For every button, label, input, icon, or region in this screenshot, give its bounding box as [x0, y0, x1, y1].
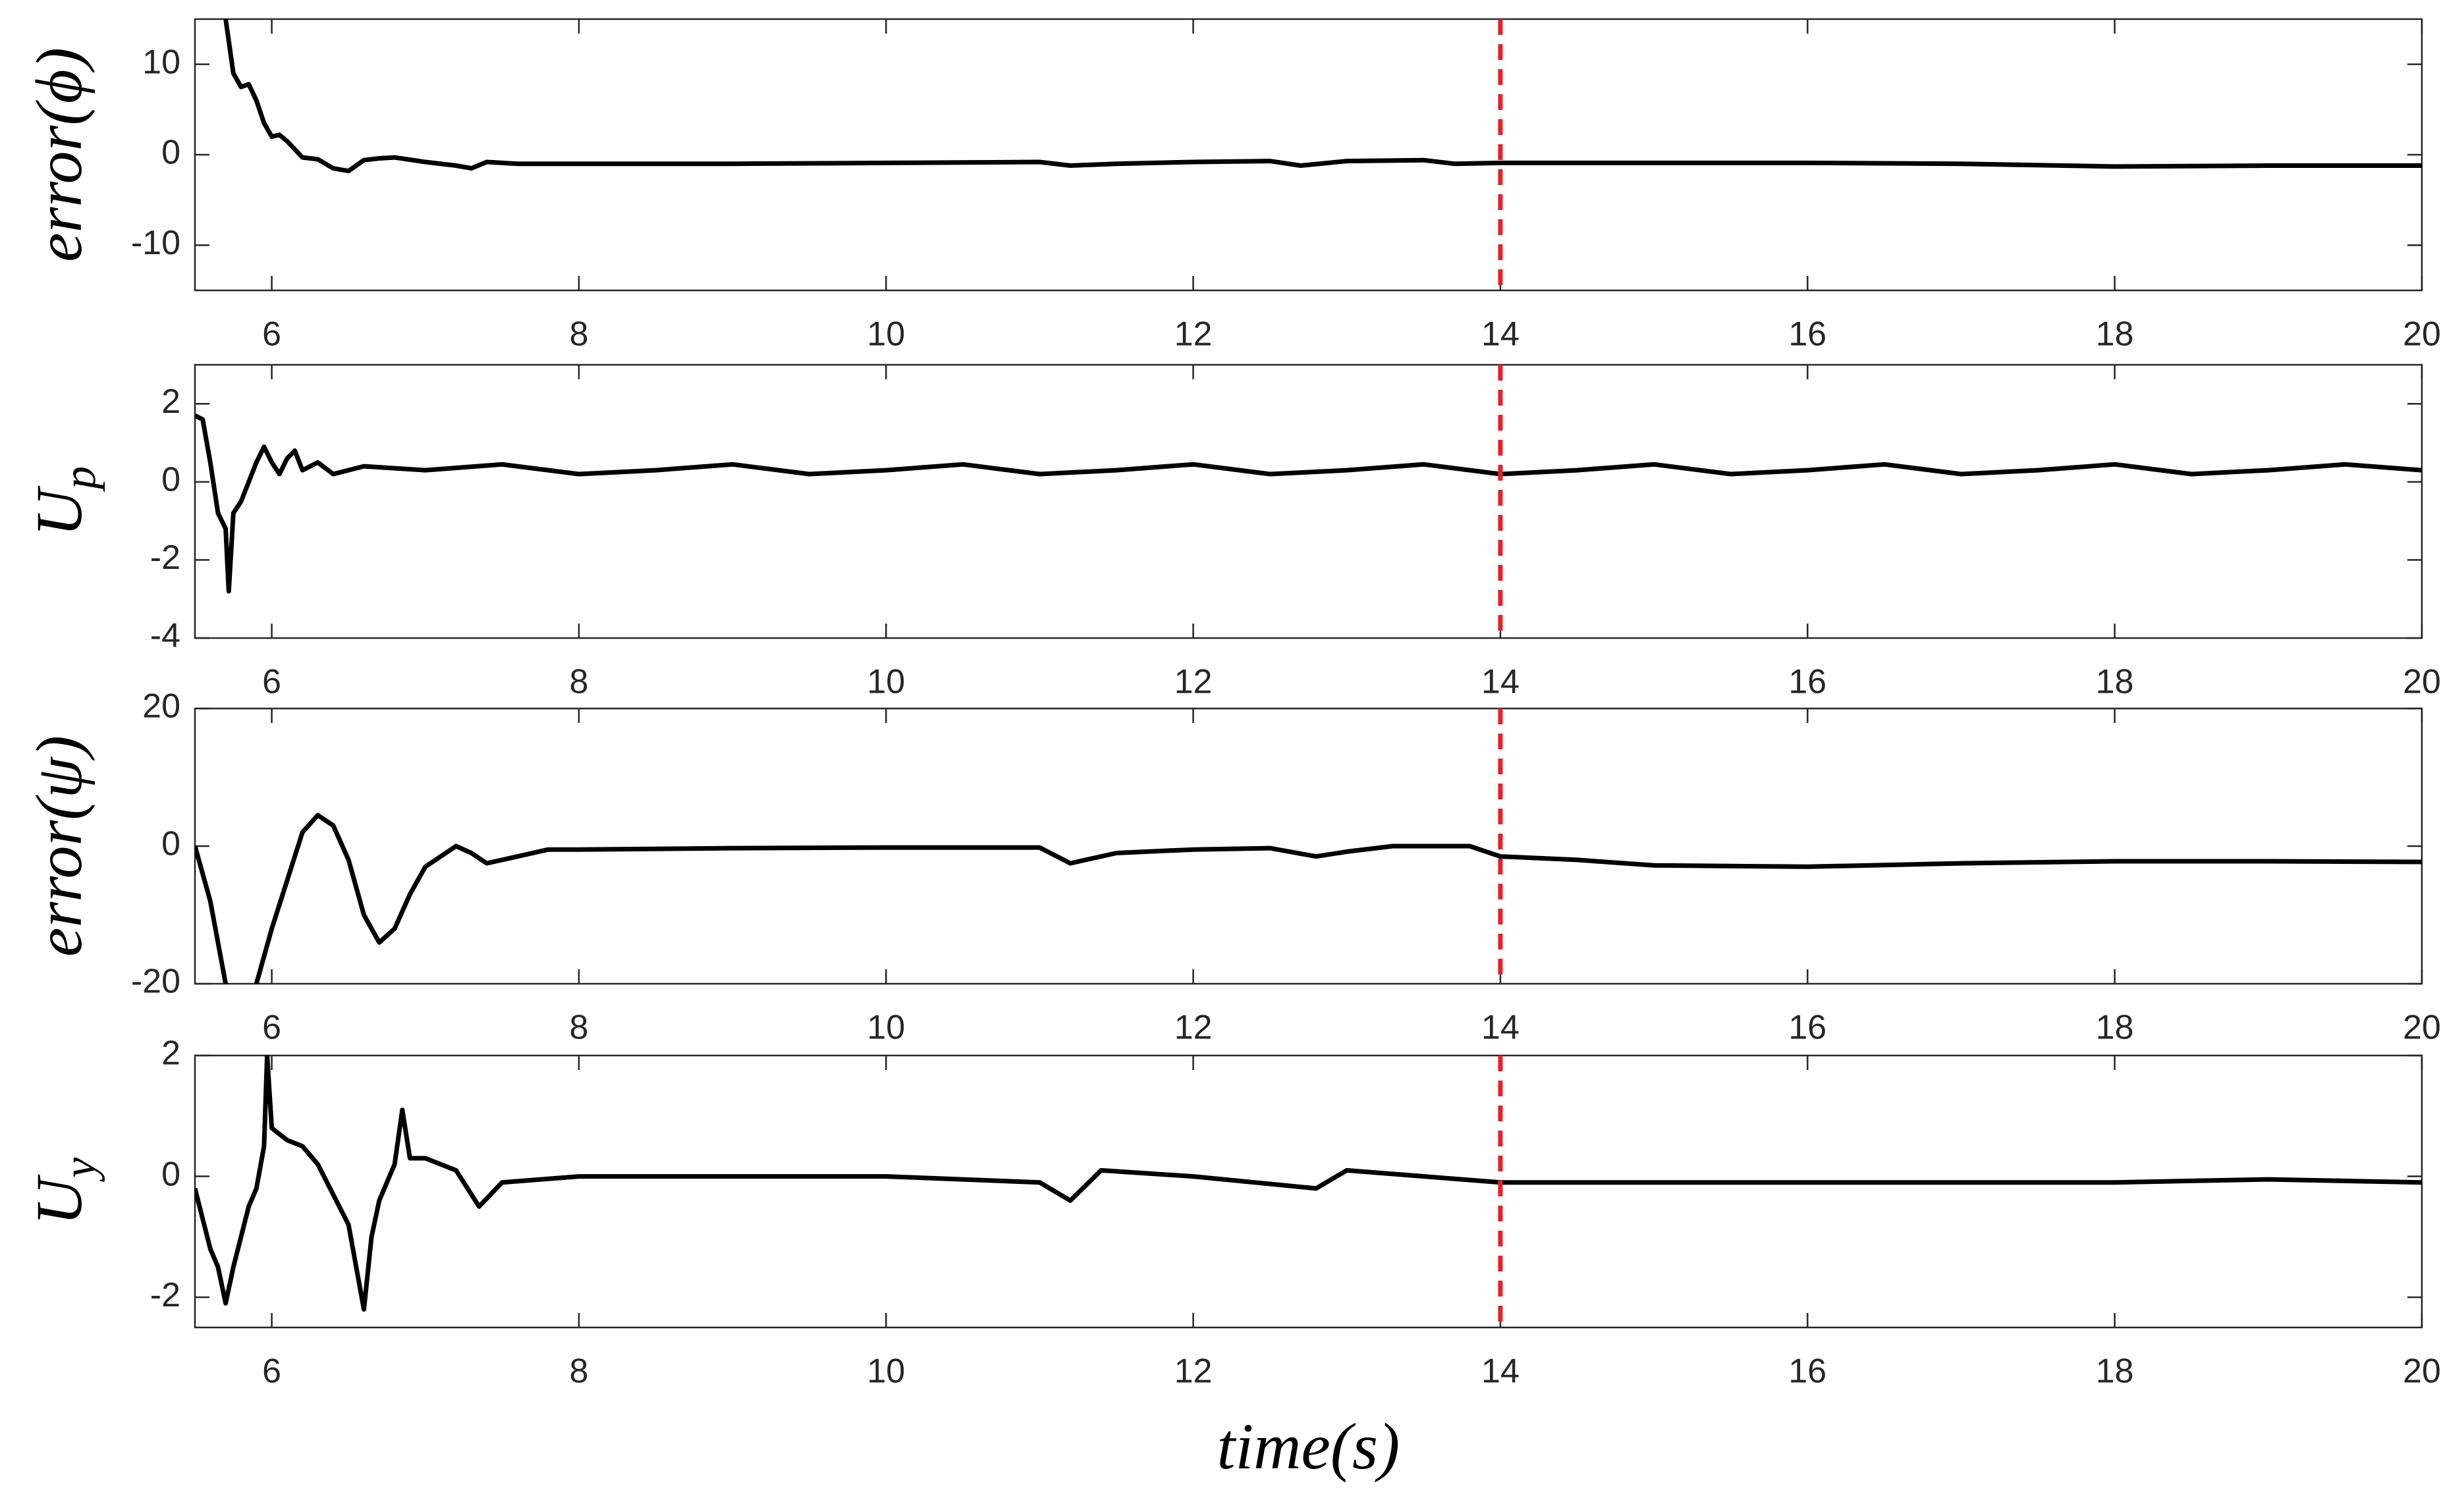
x-tick-label: 10: [867, 315, 905, 354]
y-axis-label-subscript: p: [55, 466, 105, 493]
x-tick-label: 6: [262, 663, 281, 701]
x-tick-label: 18: [2096, 663, 2134, 701]
y-axis-label: error(ϕ): [22, 47, 96, 262]
x-tick-label: 18: [2096, 1009, 2134, 1047]
x-tick-label: 6: [262, 1009, 281, 1047]
x-tick-label: 8: [569, 315, 588, 354]
y-tick-label: -4: [150, 617, 180, 655]
x-tick-label: 18: [2096, 315, 2134, 354]
y-tick-label: 0: [161, 1155, 180, 1193]
y-tick-label: -20: [131, 963, 180, 1001]
x-tick-label: 10: [867, 1009, 905, 1047]
y-axis-label: Uy: [22, 1157, 105, 1225]
x-tick-label: 14: [1481, 1009, 1519, 1047]
x-tick-label: 20: [2403, 1009, 2441, 1047]
x-tick-label: 14: [1481, 315, 1519, 354]
x-tick-label: 16: [1788, 663, 1826, 701]
x-tick-label: 16: [1788, 1009, 1826, 1047]
y-tick-label: -10: [131, 224, 180, 262]
axes-box: [194, 363, 2423, 639]
x-tick-label: 12: [1174, 1009, 1213, 1047]
data-line: [195, 813, 2422, 984]
data-line: [223, 19, 2422, 174]
x-tick-label: 20: [2403, 315, 2441, 354]
x-tick-label: 12: [1174, 315, 1213, 354]
data-line: [195, 413, 2422, 594]
x-tick-label: 10: [867, 1352, 905, 1391]
y-axis-label: error(ψ): [22, 736, 96, 957]
axes-box: [194, 18, 2423, 292]
x-tick-label: 6: [262, 1352, 281, 1391]
x-tick-label: 14: [1481, 663, 1519, 701]
x-tick-label: 8: [569, 1352, 588, 1391]
x-tick-label: 8: [569, 1009, 588, 1047]
x-tick-label: 6: [262, 315, 281, 354]
y-tick-label: -2: [150, 1276, 180, 1314]
x-tick-label: 12: [1174, 1352, 1213, 1391]
data-line: [195, 1056, 2422, 1312]
y-axis-label-subscript: y: [55, 1157, 105, 1182]
y-tick-label: 2: [161, 1034, 180, 1073]
y-tick-label: 0: [161, 134, 180, 172]
x-tick-label: 10: [867, 663, 905, 701]
x-tick-label: 8: [569, 663, 588, 701]
y-tick-label: -2: [150, 539, 180, 577]
y-tick-label: 20: [142, 687, 180, 726]
y-tick-label: 10: [142, 43, 180, 81]
y-tick-label: 2: [161, 383, 180, 421]
x-tick-label: 14: [1481, 1352, 1519, 1391]
axes-box: [194, 707, 2423, 985]
x-axis-label: time(s): [1217, 1410, 1400, 1483]
y-axis-label-main: U: [22, 1174, 96, 1225]
y-axis-label: Up: [22, 466, 105, 537]
x-tick-label: 16: [1788, 315, 1826, 354]
y-tick-label: 0: [161, 461, 180, 499]
x-tick-label: 18: [2096, 1352, 2134, 1391]
y-tick-label: 0: [161, 825, 180, 863]
x-tick-label: 20: [2403, 663, 2441, 701]
x-tick-label: 12: [1174, 663, 1213, 701]
y-axis-label-main: U: [22, 485, 96, 537]
x-tick-label: 20: [2403, 1352, 2441, 1391]
axes-box: [194, 1054, 2423, 1329]
x-tick-label: 16: [1788, 1352, 1826, 1391]
